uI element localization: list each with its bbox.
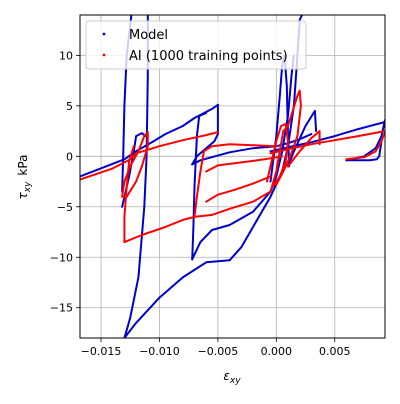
y-axis-label: τxykPa bbox=[16, 155, 33, 200]
legend-label-ai: AI (1000 training points) bbox=[129, 49, 288, 64]
series-line bbox=[191, 133, 313, 166]
x-tick-label: −0.010 bbox=[139, 345, 180, 358]
legend: Model AI (1000 training points) bbox=[85, 20, 307, 70]
y-tick-label: −5 bbox=[57, 201, 73, 214]
x-axis-label: εxy bbox=[223, 369, 241, 386]
series-line bbox=[345, 140, 383, 162]
plot-frame bbox=[79, 14, 386, 339]
legend-label-model: Model bbox=[129, 28, 168, 43]
series-line bbox=[123, 145, 135, 244]
x-tick-label: −0.015 bbox=[81, 345, 122, 358]
series-line bbox=[205, 155, 284, 173]
x-tick-label: 0.000 bbox=[261, 345, 293, 358]
y-tick-label: −15 bbox=[50, 302, 73, 315]
series-line bbox=[191, 111, 208, 261]
series-line bbox=[266, 123, 289, 188]
series-line bbox=[269, 130, 385, 155]
legend-marker-model bbox=[102, 32, 106, 36]
y-tick-label: 0 bbox=[66, 150, 73, 163]
series-line bbox=[269, 121, 385, 153]
series-line bbox=[287, 109, 318, 168]
series-line bbox=[287, 130, 321, 168]
y-tick-label: 10 bbox=[59, 49, 73, 62]
y-tick-label: 5 bbox=[66, 100, 73, 113]
series-ai bbox=[80, 89, 385, 244]
series-line bbox=[205, 175, 272, 203]
series-line bbox=[121, 15, 149, 338]
legend-marker-ai bbox=[102, 53, 106, 57]
x-tick-label: −0.005 bbox=[198, 345, 239, 358]
y-tick-label: −10 bbox=[50, 251, 73, 264]
legend-box bbox=[85, 20, 307, 70]
series-line bbox=[123, 15, 303, 338]
x-tick-label: 0.005 bbox=[319, 345, 351, 358]
series-line bbox=[193, 143, 278, 218]
tick-layer: −0.015 −0.010 −0.005 0.000 0.005 −15 −10 −5 0 5 10 bbox=[50, 49, 351, 358]
series-line bbox=[345, 131, 385, 161]
data-layer bbox=[80, 15, 385, 338]
